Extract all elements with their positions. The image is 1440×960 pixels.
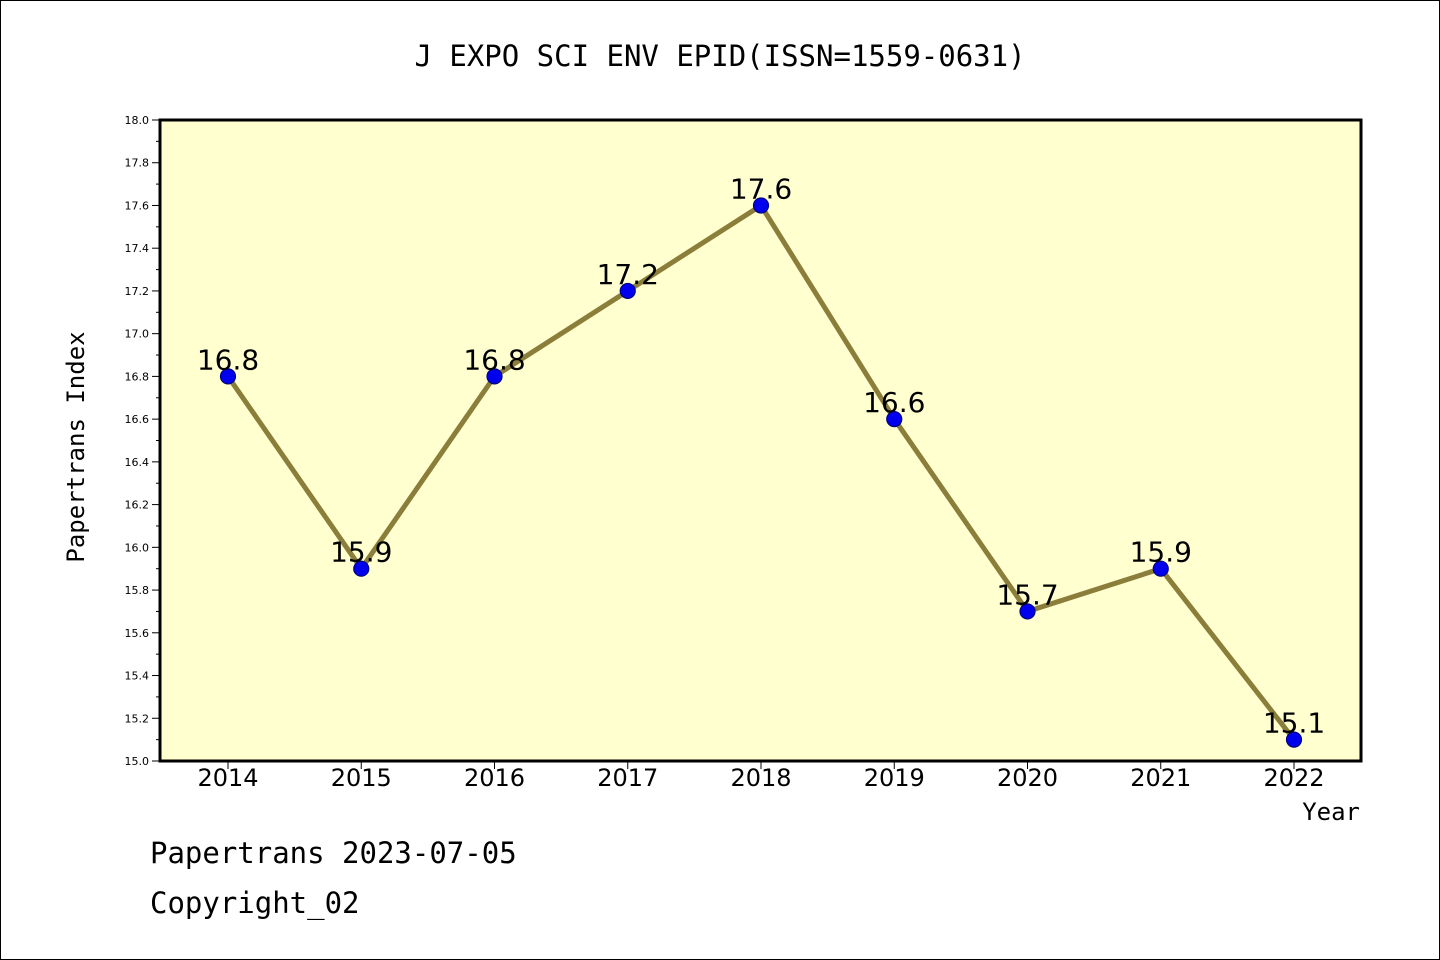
y-tick-label: 16.6: [125, 413, 150, 426]
data-point: [619, 282, 636, 300]
y-tick-label: 17.8: [125, 157, 150, 170]
y-tick-label: 17.2: [125, 285, 150, 298]
x-tick-label: 2015: [331, 764, 392, 792]
y-tick-label: 15.2: [125, 712, 150, 725]
data-label: 17.6: [730, 172, 792, 205]
x-tick-label: 2018: [730, 764, 791, 792]
data-point: [1019, 603, 1036, 620]
data-point: [752, 197, 770, 214]
y-tick-label: 16.4: [125, 456, 150, 469]
y-tick-label: 17.0: [125, 328, 150, 341]
y-tick-label: 18.0: [125, 114, 150, 127]
data-label: 16.8: [197, 343, 259, 376]
y-tick-label: 15.0: [125, 755, 150, 768]
data-point: [1285, 731, 1303, 748]
y-axis: 15.0 15.2 15.4 15.6 15.8 16.0 16.2 16.4 16.6 16.8…: [125, 114, 160, 768]
data-labels: 16.8 15.9 16.8 17.2 17.6 16.6 15.7 15.9 15.1: [197, 172, 1325, 739]
data-label: 15.7: [996, 578, 1058, 611]
data-points: [219, 197, 1303, 748]
footer-copyright: Copyright_02: [150, 886, 360, 920]
plot-area: [160, 120, 1361, 761]
data-point: [219, 368, 237, 385]
x-tick-label: 2020: [997, 764, 1058, 792]
data-label: 17.2: [597, 258, 659, 291]
y-tick-label: 16.0: [125, 541, 150, 554]
y-tick-label: 15.6: [125, 627, 150, 640]
x-tick-label: 2021: [1130, 764, 1191, 792]
x-tick-label: 2019: [864, 764, 925, 792]
data-label: 15.9: [330, 536, 392, 569]
x-tick-label: 2016: [464, 764, 525, 792]
x-tick-label: 2022: [1263, 764, 1324, 792]
y-tick-label: 17.4: [125, 242, 150, 255]
data-label: 15.1: [1263, 707, 1325, 740]
data-label: 16.6: [863, 386, 925, 419]
y-tick-label: 15.8: [125, 584, 150, 597]
x-axis: 2014 2015 2016 2017 2018 2019 2020 2021 2022: [197, 761, 1325, 792]
x-tick-label: 2017: [597, 764, 658, 792]
plot-border: [158, 118, 1363, 763]
y-tick-label: 16.2: [125, 499, 150, 512]
data-label: 15.9: [1130, 536, 1192, 569]
data-point: [1152, 560, 1169, 577]
x-tick-label: 2014: [197, 764, 258, 792]
data-label: 16.8: [463, 343, 525, 376]
data-point: [353, 560, 370, 577]
footer-date: Papertrans 2023-07-05: [150, 836, 517, 870]
y-tick-label: 16.8: [125, 370, 150, 383]
data-point: [486, 368, 503, 385]
y-tick-label: 17.6: [125, 199, 150, 212]
data-point: [886, 411, 903, 428]
y-axis-label: Papertrans Index: [62, 331, 90, 562]
x-axis-label: Year: [1302, 798, 1360, 826]
y-tick-label: 15.4: [125, 670, 150, 683]
chart-title: J EXPO SCI ENV EPID(ISSN=1559-0631): [414, 39, 1025, 73]
